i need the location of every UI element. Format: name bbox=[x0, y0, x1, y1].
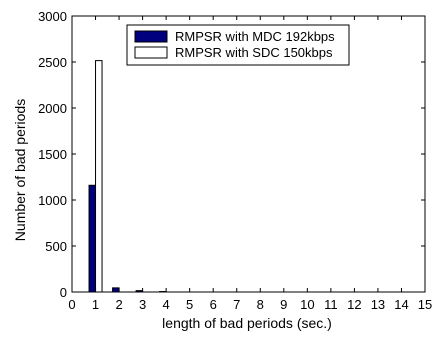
legend-label-1: RMPSR with MDC 192kbps bbox=[175, 29, 335, 44]
x-tick-label: 5 bbox=[186, 297, 193, 312]
bar-series-2-x-1 bbox=[96, 61, 103, 292]
y-tick-label: 2000 bbox=[38, 101, 67, 116]
x-tick-label: 6 bbox=[210, 297, 217, 312]
bar-series-1-x-3 bbox=[136, 291, 143, 292]
x-tick-label: 15 bbox=[418, 297, 432, 312]
x-tick-label: 1 bbox=[92, 297, 99, 312]
y-tick-label: 1000 bbox=[38, 193, 67, 208]
x-tick-label: 13 bbox=[371, 297, 385, 312]
x-tick-label: 8 bbox=[257, 297, 264, 312]
y-tick-label: 3000 bbox=[38, 9, 67, 24]
x-tick-label: 7 bbox=[233, 297, 240, 312]
legend-label-2: RMPSR with SDC 150kbps bbox=[175, 45, 333, 60]
x-tick-label: 3 bbox=[139, 297, 146, 312]
legend-swatch-2 bbox=[135, 47, 167, 58]
x-tick-label: 12 bbox=[347, 297, 361, 312]
x-tick-label: 2 bbox=[115, 297, 122, 312]
bar-series-1-x-2 bbox=[113, 288, 120, 292]
y-tick-label: 1500 bbox=[38, 147, 67, 162]
y-tick-label: 500 bbox=[45, 239, 67, 254]
y-axis-label: Number of bad periods bbox=[12, 99, 28, 241]
x-tick-label: 10 bbox=[300, 297, 314, 312]
bar-series-1-x-1 bbox=[89, 185, 96, 292]
x-tick-label: 14 bbox=[394, 297, 408, 312]
x-tick-label: 11 bbox=[324, 297, 338, 312]
x-tick-label: 9 bbox=[280, 297, 287, 312]
legend-swatch-1 bbox=[135, 31, 167, 42]
x-tick-label: 4 bbox=[163, 297, 170, 312]
x-tick-label: 0 bbox=[68, 297, 75, 312]
y-tick-label: 0 bbox=[60, 285, 67, 300]
y-tick-label: 2500 bbox=[38, 55, 67, 70]
x-axis-label: length of bad periods (sec.) bbox=[162, 315, 332, 331]
